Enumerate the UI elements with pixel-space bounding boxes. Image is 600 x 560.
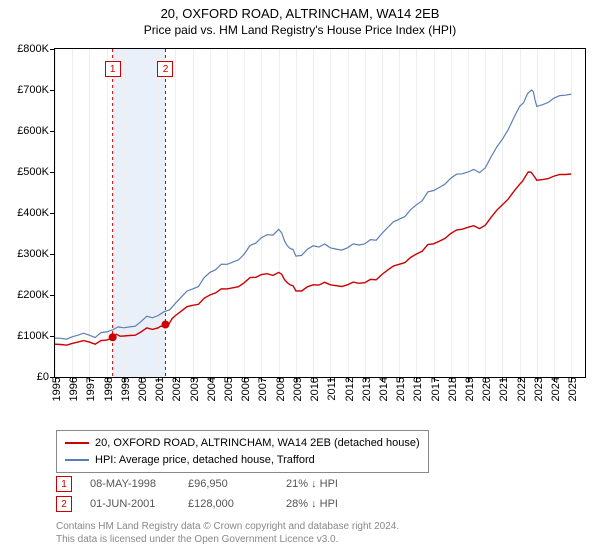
x-tick-label: 2013 — [357, 377, 373, 401]
x-tick-label: 2016 — [408, 377, 424, 401]
legend-item: HPI: Average price, detached house, Traf… — [65, 452, 420, 469]
x-tick-label: 2025 — [563, 377, 579, 401]
x-tick-label: 1999 — [116, 377, 132, 401]
legend-label: HPI: Average price, detached house, Traf… — [95, 452, 315, 469]
y-tick-label: £100K — [17, 330, 55, 342]
x-tick-label: 2021 — [494, 377, 510, 401]
y-tick-label: £0 — [37, 371, 55, 383]
x-tick-label: 2022 — [512, 377, 528, 401]
series-property — [55, 172, 571, 345]
copyright-line: This data is licensed under the Open Gov… — [56, 533, 399, 546]
sale-dot-2 — [161, 321, 169, 329]
legend: 20, OXFORD ROAD, ALTRINCHAM, WA14 2EB (d… — [56, 430, 429, 473]
x-tick-label: 2017 — [426, 377, 442, 401]
y-tick-label: £600K — [17, 125, 55, 137]
sales-row-marker: 2 — [56, 496, 72, 512]
x-tick-label: 2012 — [340, 377, 356, 401]
x-tick-label: 2005 — [219, 377, 235, 401]
y-tick-label: £300K — [17, 248, 55, 260]
chart-title: 20, OXFORD ROAD, ALTRINCHAM, WA14 2EB — [0, 0, 600, 23]
copyright-notice: Contains HM Land Registry data © Crown c… — [56, 520, 399, 546]
sale-label-2: 2 — [157, 61, 173, 77]
x-tick-label: 2001 — [150, 377, 166, 401]
x-tick-label: 2006 — [236, 377, 252, 401]
copyright-line: Contains HM Land Registry data © Crown c… — [56, 520, 399, 533]
y-tick-label: £700K — [17, 84, 55, 96]
x-tick-label: 2000 — [133, 377, 149, 401]
x-tick-label: 2019 — [460, 377, 476, 401]
y-tick-label: £400K — [17, 207, 55, 219]
x-tick-label: 2015 — [391, 377, 407, 401]
chart-plot-area: 1995199619971998199920002001200220032004… — [54, 48, 586, 378]
sales-table: 1 08-MAY-1998 £96,950 21% ↓ HPI 2 01-JUN-2001… — [56, 474, 366, 514]
y-tick-label: £800K — [17, 43, 55, 55]
sales-cell-price: £128,000 — [188, 498, 268, 510]
x-tick-label: 2004 — [202, 377, 218, 401]
legend-swatch — [65, 442, 89, 444]
x-tick-label: 2018 — [443, 377, 459, 401]
chart-svg — [55, 49, 585, 377]
x-tick-label: 2023 — [529, 377, 545, 401]
x-tick-label: 2003 — [185, 377, 201, 401]
x-tick-label: 1996 — [64, 377, 80, 401]
sale-dot-1 — [109, 333, 117, 341]
sale-label-1: 1 — [105, 61, 121, 77]
x-tick-label: 2024 — [546, 377, 562, 401]
x-tick-label: 1998 — [99, 377, 115, 401]
sales-row: 2 01-JUN-2001 £128,000 28% ↓ HPI — [56, 494, 366, 514]
sales-cell-delta: 28% ↓ HPI — [286, 498, 366, 510]
sales-row-marker: 1 — [56, 476, 72, 492]
x-tick-label: 2014 — [374, 377, 390, 401]
sales-row: 1 08-MAY-1998 £96,950 21% ↓ HPI — [56, 474, 366, 494]
x-tick-label: 2002 — [167, 377, 183, 401]
legend-label: 20, OXFORD ROAD, ALTRINCHAM, WA14 2EB (d… — [95, 435, 420, 452]
x-tick-label: 2020 — [477, 377, 493, 401]
sales-cell-price: £96,950 — [188, 478, 268, 490]
sales-cell-delta: 21% ↓ HPI — [286, 478, 366, 490]
x-tick-label: 2010 — [305, 377, 321, 401]
chart-subtitle: Price paid vs. HM Land Registry's House … — [0, 23, 600, 41]
x-tick-label: 1997 — [81, 377, 97, 401]
x-tick-label: 2011 — [322, 377, 338, 401]
x-tick-label: 2009 — [288, 377, 304, 401]
y-tick-label: £500K — [17, 166, 55, 178]
x-tick-label: 2008 — [271, 377, 287, 401]
legend-item: 20, OXFORD ROAD, ALTRINCHAM, WA14 2EB (d… — [65, 435, 420, 452]
sales-cell-date: 01-JUN-2001 — [90, 498, 170, 510]
legend-swatch — [65, 459, 89, 461]
y-tick-label: £200K — [17, 289, 55, 301]
sales-cell-date: 08-MAY-1998 — [90, 478, 170, 490]
x-tick-label: 2007 — [253, 377, 269, 401]
